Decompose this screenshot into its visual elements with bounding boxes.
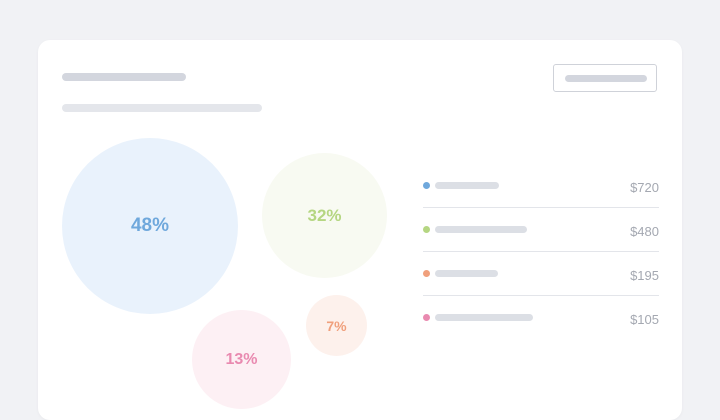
- legend-dot: [423, 182, 430, 189]
- bubble-segment-4[interactable]: 13%: [192, 310, 291, 409]
- header-action-button[interactable]: [553, 64, 657, 92]
- legend-value: $195: [630, 268, 659, 283]
- breakdown-card: 48% 32% 7% 13% $720 $480 $195 $105: [38, 40, 682, 420]
- legend-list: $720 $480 $195 $105: [423, 164, 659, 339]
- bubble-segment-3[interactable]: 7%: [306, 295, 367, 356]
- subtitle-placeholder: [62, 104, 262, 112]
- legend-value: $105: [630, 312, 659, 327]
- bubble-segment-1[interactable]: 48%: [62, 138, 238, 314]
- legend-value: $720: [630, 180, 659, 195]
- legend-dot: [423, 314, 430, 321]
- button-label-placeholder: [565, 75, 647, 82]
- legend-label-placeholder: [435, 270, 498, 277]
- bubble-percent-label: 7%: [326, 317, 347, 334]
- legend-label-placeholder: [435, 226, 527, 233]
- legend-item[interactable]: $720: [423, 164, 659, 208]
- title-placeholder: [62, 73, 186, 81]
- bubble-percent-label: 48%: [130, 215, 170, 236]
- bubble-segment-2[interactable]: 32%: [262, 153, 387, 278]
- legend-value: $480: [630, 224, 659, 239]
- bubble-percent-label: 32%: [307, 205, 342, 225]
- legend-dot: [423, 226, 430, 233]
- legend-item[interactable]: $195: [423, 252, 659, 296]
- legend-item[interactable]: $105: [423, 296, 659, 339]
- legend-dot: [423, 270, 430, 277]
- legend-label-placeholder: [435, 182, 499, 189]
- legend-label-placeholder: [435, 314, 533, 321]
- bubble-percent-label: 13%: [225, 350, 258, 368]
- legend-item[interactable]: $480: [423, 208, 659, 252]
